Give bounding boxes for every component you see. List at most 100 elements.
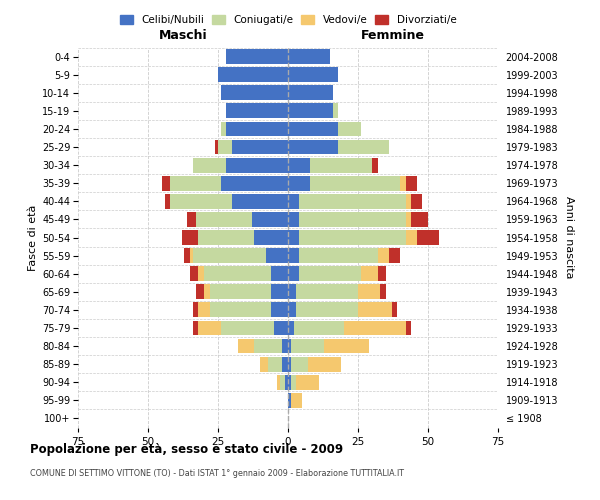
Bar	[280, 375, 285, 390]
Bar	[338, 122, 361, 136]
Bar	[288, 393, 291, 408]
Bar	[310, 176, 400, 190]
Bar	[184, 248, 190, 263]
Bar	[209, 284, 271, 299]
Bar	[199, 230, 254, 245]
Bar	[288, 212, 299, 227]
Bar	[193, 158, 226, 172]
Bar	[377, 248, 389, 263]
Bar	[299, 230, 406, 245]
Bar	[288, 266, 299, 281]
Text: Popolazione per età, sesso e stato civile - 2009: Popolazione per età, sesso e stato civil…	[30, 442, 343, 456]
Bar	[288, 104, 333, 118]
Bar	[406, 194, 411, 208]
Bar	[291, 393, 302, 408]
Bar	[204, 284, 209, 299]
Bar	[170, 194, 232, 208]
Bar	[392, 302, 397, 318]
Bar	[358, 284, 380, 299]
Bar	[232, 140, 288, 154]
Bar	[288, 176, 310, 190]
Bar	[190, 266, 199, 281]
Bar	[288, 140, 338, 154]
Bar	[293, 320, 344, 336]
Bar	[266, 248, 288, 263]
Bar	[333, 104, 338, 118]
Bar	[285, 375, 288, 390]
Bar	[288, 230, 299, 245]
Bar	[406, 212, 411, 227]
Bar	[299, 194, 406, 208]
Bar	[308, 356, 341, 372]
Bar	[226, 49, 288, 64]
Bar	[196, 284, 204, 299]
Bar	[288, 375, 291, 390]
Bar	[209, 302, 271, 318]
Bar	[254, 230, 288, 245]
Bar	[288, 67, 338, 82]
Bar	[288, 248, 299, 263]
Bar	[193, 248, 266, 263]
Bar	[271, 302, 288, 318]
Y-axis label: Fasce di età: Fasce di età	[28, 204, 38, 270]
Bar	[221, 176, 288, 190]
Bar	[325, 338, 369, 353]
Bar	[268, 356, 283, 372]
Bar	[187, 212, 196, 227]
Bar	[288, 284, 296, 299]
Bar	[406, 230, 417, 245]
Bar	[190, 248, 193, 263]
Bar	[344, 320, 406, 336]
Bar	[274, 320, 288, 336]
Bar	[193, 302, 199, 318]
Y-axis label: Anni di nascita: Anni di nascita	[564, 196, 574, 279]
Bar	[380, 284, 386, 299]
Bar	[406, 176, 417, 190]
Bar	[204, 266, 271, 281]
Bar	[193, 320, 199, 336]
Bar	[199, 266, 204, 281]
Bar	[182, 230, 199, 245]
Bar	[199, 302, 209, 318]
Bar	[226, 158, 288, 172]
Bar	[271, 266, 288, 281]
Bar	[226, 104, 288, 118]
Text: Maschi: Maschi	[158, 29, 208, 42]
Bar	[411, 212, 428, 227]
Bar	[358, 302, 392, 318]
Bar	[283, 338, 288, 353]
Bar	[288, 122, 338, 136]
Bar	[288, 338, 291, 353]
Bar	[291, 338, 325, 353]
Bar	[162, 176, 170, 190]
Bar	[165, 194, 170, 208]
Bar	[299, 266, 361, 281]
Bar	[389, 248, 400, 263]
Bar	[232, 194, 288, 208]
Bar	[288, 158, 310, 172]
Bar	[199, 320, 221, 336]
Legend: Celibi/Nubili, Coniugati/e, Vedovi/e, Divorziati/e: Celibi/Nubili, Coniugati/e, Vedovi/e, Di…	[118, 13, 458, 27]
Bar	[277, 375, 280, 390]
Bar	[271, 284, 288, 299]
Bar	[226, 122, 288, 136]
Bar	[361, 266, 377, 281]
Text: Femmine: Femmine	[361, 29, 425, 42]
Bar	[291, 356, 308, 372]
Bar	[338, 140, 389, 154]
Bar	[288, 302, 296, 318]
Bar	[406, 320, 411, 336]
Bar	[299, 212, 406, 227]
Bar	[288, 356, 291, 372]
Bar	[218, 140, 232, 154]
Bar	[296, 284, 358, 299]
Bar	[288, 194, 299, 208]
Bar	[215, 140, 218, 154]
Bar	[377, 266, 386, 281]
Bar	[288, 86, 333, 100]
Bar	[288, 49, 330, 64]
Bar	[291, 375, 296, 390]
Bar	[372, 158, 377, 172]
Bar	[221, 122, 226, 136]
Bar	[299, 248, 377, 263]
